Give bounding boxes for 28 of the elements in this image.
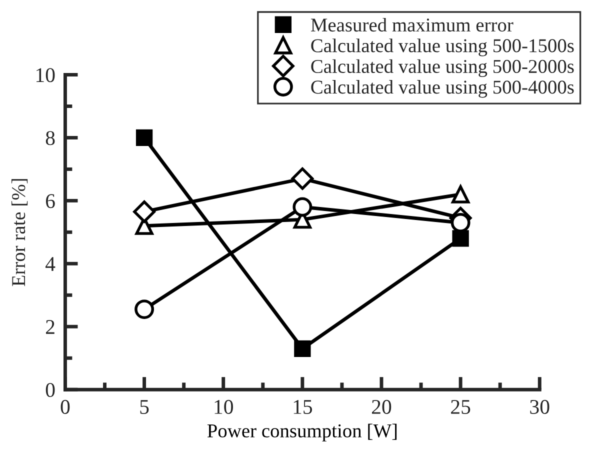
y-tick-label: 2 [46,320,54,334]
x-tick-label: 5 [140,400,149,414]
x-tick-label: 20 [372,400,392,414]
x-axis-title: Power consumption [W] [207,424,397,442]
y-tick-label: 8 [46,131,55,146]
y-tick-label: 6 [46,194,55,208]
legend-label: Measured maximum error [310,18,514,32]
x-tick-label: 25 [451,400,470,414]
y-tick-label: 4 [46,257,56,271]
point [452,230,469,247]
legend-label: Calculated value using 500-2000s [311,59,574,78]
point [133,200,156,223]
point [452,185,470,204]
y-tick-label: 10 [36,68,55,82]
x-tick-label: 10 [214,400,233,414]
y-axis-title: Error rate [%] [11,179,28,286]
x-tick-label: 30 [530,400,550,414]
point [292,197,312,217]
point [134,300,154,320]
y-tick-label: 0 [46,382,55,398]
legend-label: Calculated value using 500-4000s [311,80,574,98]
point [136,129,153,146]
x-tick-label: 0 [60,400,70,414]
point [291,167,314,190]
point [450,212,470,232]
point [294,340,311,357]
legend-label: Calculated value using 500-1500s [311,38,574,56]
x-tick-label: 15 [294,400,312,414]
